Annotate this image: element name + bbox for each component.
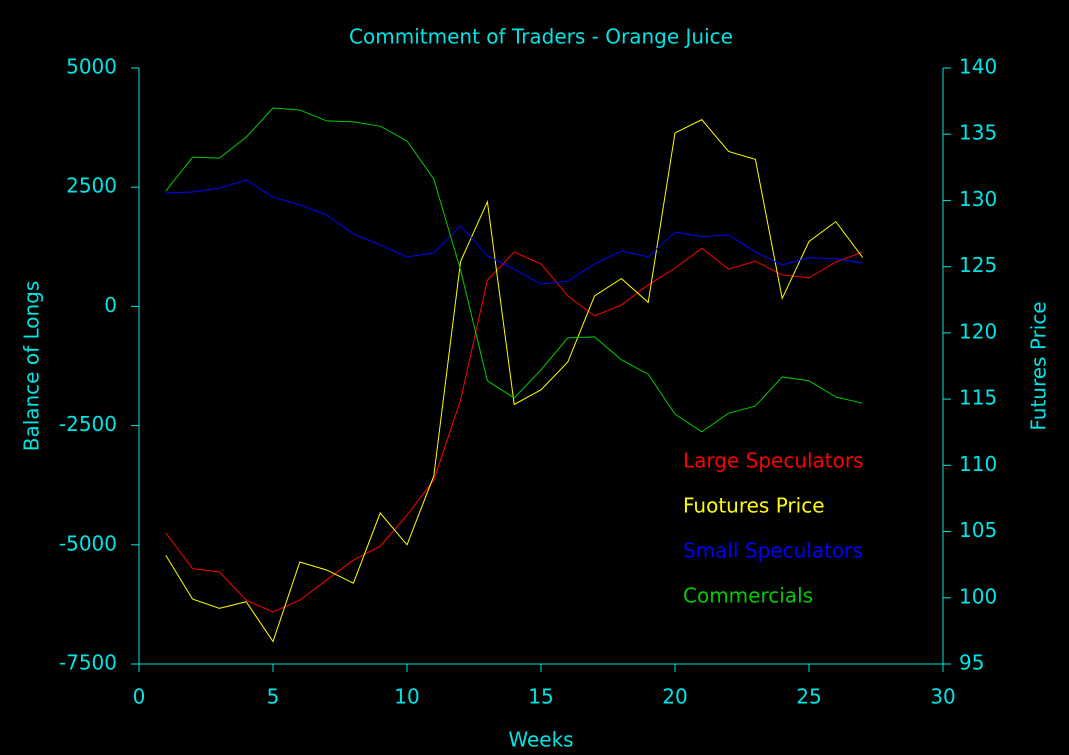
y-tick-label: -2500 — [59, 412, 117, 436]
x-tick-label: 20 — [662, 685, 687, 709]
x-tick-label: 25 — [796, 685, 821, 709]
x-tick-label: 30 — [930, 685, 955, 709]
x-axis-label: Weeks — [508, 728, 573, 752]
y2-tick-label: 115 — [959, 386, 997, 410]
y2-tick-label: 105 — [959, 518, 997, 542]
y-axis-label: Balance of Longs — [20, 281, 44, 452]
y-tick-label: 0 — [104, 293, 117, 317]
x-tick-label: 15 — [528, 685, 553, 709]
y2-tick-label: 95 — [959, 651, 984, 675]
y2-tick-label: 135 — [959, 121, 997, 145]
series-line — [165, 119, 864, 643]
y-tick-label: -7500 — [59, 651, 117, 675]
x-tick-label: 0 — [133, 685, 146, 709]
legend-entry: Large Speculators — [683, 449, 864, 473]
y-tick-label: -5000 — [59, 531, 117, 555]
series-line — [165, 179, 863, 285]
chart-title: Commitment of Traders - Orange Juice — [349, 25, 733, 49]
y2-tick-label: 140 — [959, 55, 997, 79]
y2-tick-label: 120 — [959, 319, 997, 343]
y2-tick-label: 130 — [959, 187, 997, 211]
y-tick-label: 2500 — [66, 174, 117, 198]
legend-entry: Small Speculators — [683, 539, 863, 563]
y2-axis-label: Futures Price — [1027, 301, 1051, 430]
y2-tick-label: 100 — [959, 584, 997, 608]
legend-entry: Commercials — [683, 584, 813, 608]
y2-tick-label: 125 — [959, 253, 997, 277]
y-tick-label: 5000 — [66, 55, 117, 79]
x-tick-label: 10 — [394, 685, 419, 709]
x-tick-label: 5 — [267, 685, 280, 709]
y2-tick-label: 110 — [959, 452, 997, 476]
legend-entry: Fuotures Price — [683, 494, 825, 518]
series-line — [165, 107, 863, 433]
series-line — [165, 247, 863, 613]
